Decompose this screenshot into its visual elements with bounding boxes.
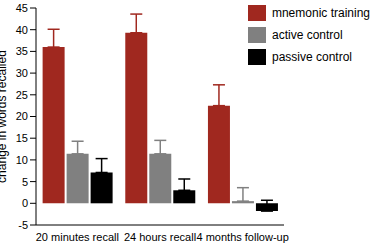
svg-text:25: 25	[16, 89, 28, 101]
svg-text:5: 5	[22, 176, 28, 188]
svg-text:15: 15	[16, 132, 28, 144]
svg-text:0: 0	[22, 197, 28, 209]
svg-text:30: 30	[16, 67, 28, 79]
svg-text:change in words recalled: change in words recalled	[0, 50, 9, 183]
svg-text:20 minutes recall: 20 minutes recall	[36, 231, 119, 243]
svg-text:35: 35	[16, 45, 28, 57]
svg-text:10: 10	[16, 154, 28, 166]
svg-text:20: 20	[16, 110, 28, 122]
html-text:mnemonic training: mnemonic training	[272, 6, 370, 20]
svg-text:-5: -5	[18, 219, 28, 231]
svg-text:45: 45	[16, 2, 28, 14]
html-text:passive control: passive control	[272, 50, 352, 64]
svg-text:40: 40	[16, 24, 28, 36]
svg-text:24 hours recall: 24 hours recall	[124, 231, 196, 243]
html-text:active control: active control	[272, 28, 343, 42]
svg-text:4 months follow-up: 4 months follow-up	[197, 231, 289, 243]
